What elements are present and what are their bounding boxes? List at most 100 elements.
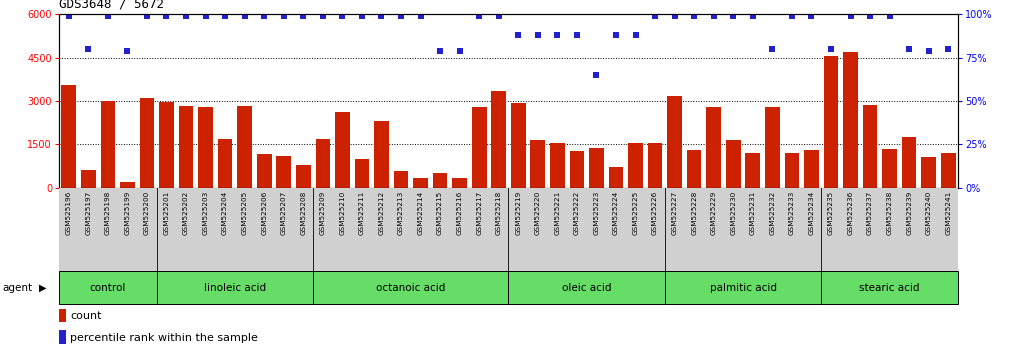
Point bbox=[393, 13, 409, 19]
Text: GSM525202: GSM525202 bbox=[183, 191, 189, 235]
Bar bbox=[843, 52, 858, 188]
Bar bbox=[941, 153, 956, 188]
Bar bbox=[61, 85, 76, 188]
Bar bbox=[550, 143, 564, 188]
Point bbox=[608, 32, 624, 38]
Point bbox=[354, 13, 370, 19]
Point bbox=[882, 13, 898, 19]
Text: GSM525209: GSM525209 bbox=[319, 191, 325, 235]
Bar bbox=[511, 103, 526, 188]
Text: GSM525199: GSM525199 bbox=[124, 191, 130, 235]
Text: GSM525203: GSM525203 bbox=[202, 191, 208, 235]
Point bbox=[100, 13, 116, 19]
Bar bbox=[394, 171, 409, 188]
Point bbox=[647, 13, 663, 19]
FancyBboxPatch shape bbox=[821, 272, 958, 304]
Text: GSM525238: GSM525238 bbox=[887, 191, 893, 235]
Point bbox=[706, 13, 722, 19]
Point bbox=[452, 48, 468, 53]
Text: GSM525225: GSM525225 bbox=[633, 191, 639, 235]
Text: linoleic acid: linoleic acid bbox=[203, 282, 265, 293]
Point bbox=[569, 32, 585, 38]
Point bbox=[237, 13, 253, 19]
FancyBboxPatch shape bbox=[157, 272, 313, 304]
FancyBboxPatch shape bbox=[508, 272, 665, 304]
Point bbox=[823, 46, 839, 52]
FancyBboxPatch shape bbox=[59, 272, 157, 304]
Text: GSM525236: GSM525236 bbox=[847, 191, 853, 235]
Point bbox=[784, 13, 800, 19]
Point bbox=[764, 46, 780, 52]
Text: agent: agent bbox=[2, 282, 33, 293]
Text: control: control bbox=[89, 282, 126, 293]
Bar bbox=[413, 177, 428, 188]
Point bbox=[413, 13, 429, 19]
Bar bbox=[59, 330, 66, 343]
Text: oleic acid: oleic acid bbox=[562, 282, 611, 293]
Bar bbox=[198, 107, 213, 188]
Text: GSM525222: GSM525222 bbox=[574, 191, 580, 235]
Bar bbox=[139, 98, 155, 188]
Point bbox=[217, 13, 233, 19]
Text: GSM525208: GSM525208 bbox=[300, 191, 306, 235]
Point bbox=[511, 32, 527, 38]
Point bbox=[627, 32, 644, 38]
Bar bbox=[745, 153, 760, 188]
Text: GSM525213: GSM525213 bbox=[398, 191, 404, 235]
Bar bbox=[296, 165, 310, 188]
Bar bbox=[804, 150, 819, 188]
Text: GSM525228: GSM525228 bbox=[692, 191, 698, 235]
Bar bbox=[667, 96, 682, 188]
Text: stearic acid: stearic acid bbox=[859, 282, 919, 293]
Point bbox=[256, 13, 273, 19]
Bar bbox=[355, 159, 369, 188]
Point bbox=[901, 46, 917, 52]
Text: GSM525206: GSM525206 bbox=[261, 191, 267, 235]
Bar bbox=[629, 143, 643, 188]
Bar bbox=[335, 112, 350, 188]
Bar bbox=[453, 178, 467, 188]
Point bbox=[803, 13, 820, 19]
Bar bbox=[257, 154, 272, 188]
Text: GSM525235: GSM525235 bbox=[828, 191, 834, 235]
Point bbox=[159, 13, 175, 19]
Bar bbox=[101, 102, 115, 188]
Bar bbox=[902, 137, 916, 188]
Point bbox=[471, 13, 487, 19]
Point bbox=[530, 32, 546, 38]
Text: GSM525207: GSM525207 bbox=[281, 191, 287, 235]
Point bbox=[686, 13, 703, 19]
Text: GSM525231: GSM525231 bbox=[750, 191, 756, 235]
Bar bbox=[218, 139, 233, 188]
Text: GSM525204: GSM525204 bbox=[222, 191, 228, 235]
Text: GSM525218: GSM525218 bbox=[495, 191, 501, 235]
Text: GSM525234: GSM525234 bbox=[809, 191, 815, 235]
Point bbox=[276, 13, 292, 19]
Point bbox=[432, 48, 448, 53]
Bar bbox=[883, 149, 897, 188]
Point bbox=[920, 48, 937, 53]
Bar bbox=[570, 150, 584, 188]
Bar bbox=[608, 166, 623, 188]
Bar bbox=[686, 150, 702, 188]
Text: GSM525224: GSM525224 bbox=[613, 191, 619, 235]
Bar bbox=[862, 105, 878, 188]
Bar bbox=[589, 148, 604, 188]
Text: GSM525220: GSM525220 bbox=[535, 191, 541, 235]
Text: GSM525215: GSM525215 bbox=[437, 191, 443, 235]
Point bbox=[119, 48, 135, 53]
Text: GSM525229: GSM525229 bbox=[711, 191, 717, 235]
Text: GSM525216: GSM525216 bbox=[457, 191, 463, 235]
Text: octanoic acid: octanoic acid bbox=[376, 282, 445, 293]
Text: GSM525212: GSM525212 bbox=[378, 191, 384, 235]
Text: GSM525233: GSM525233 bbox=[789, 191, 795, 235]
FancyBboxPatch shape bbox=[665, 272, 821, 304]
Bar bbox=[784, 153, 799, 188]
Bar bbox=[491, 91, 506, 188]
Text: GSM525196: GSM525196 bbox=[66, 191, 72, 235]
Bar bbox=[59, 309, 66, 322]
Text: GSM525237: GSM525237 bbox=[868, 191, 873, 235]
Text: ▶: ▶ bbox=[39, 282, 46, 293]
Point bbox=[61, 13, 77, 19]
Bar bbox=[315, 139, 331, 188]
